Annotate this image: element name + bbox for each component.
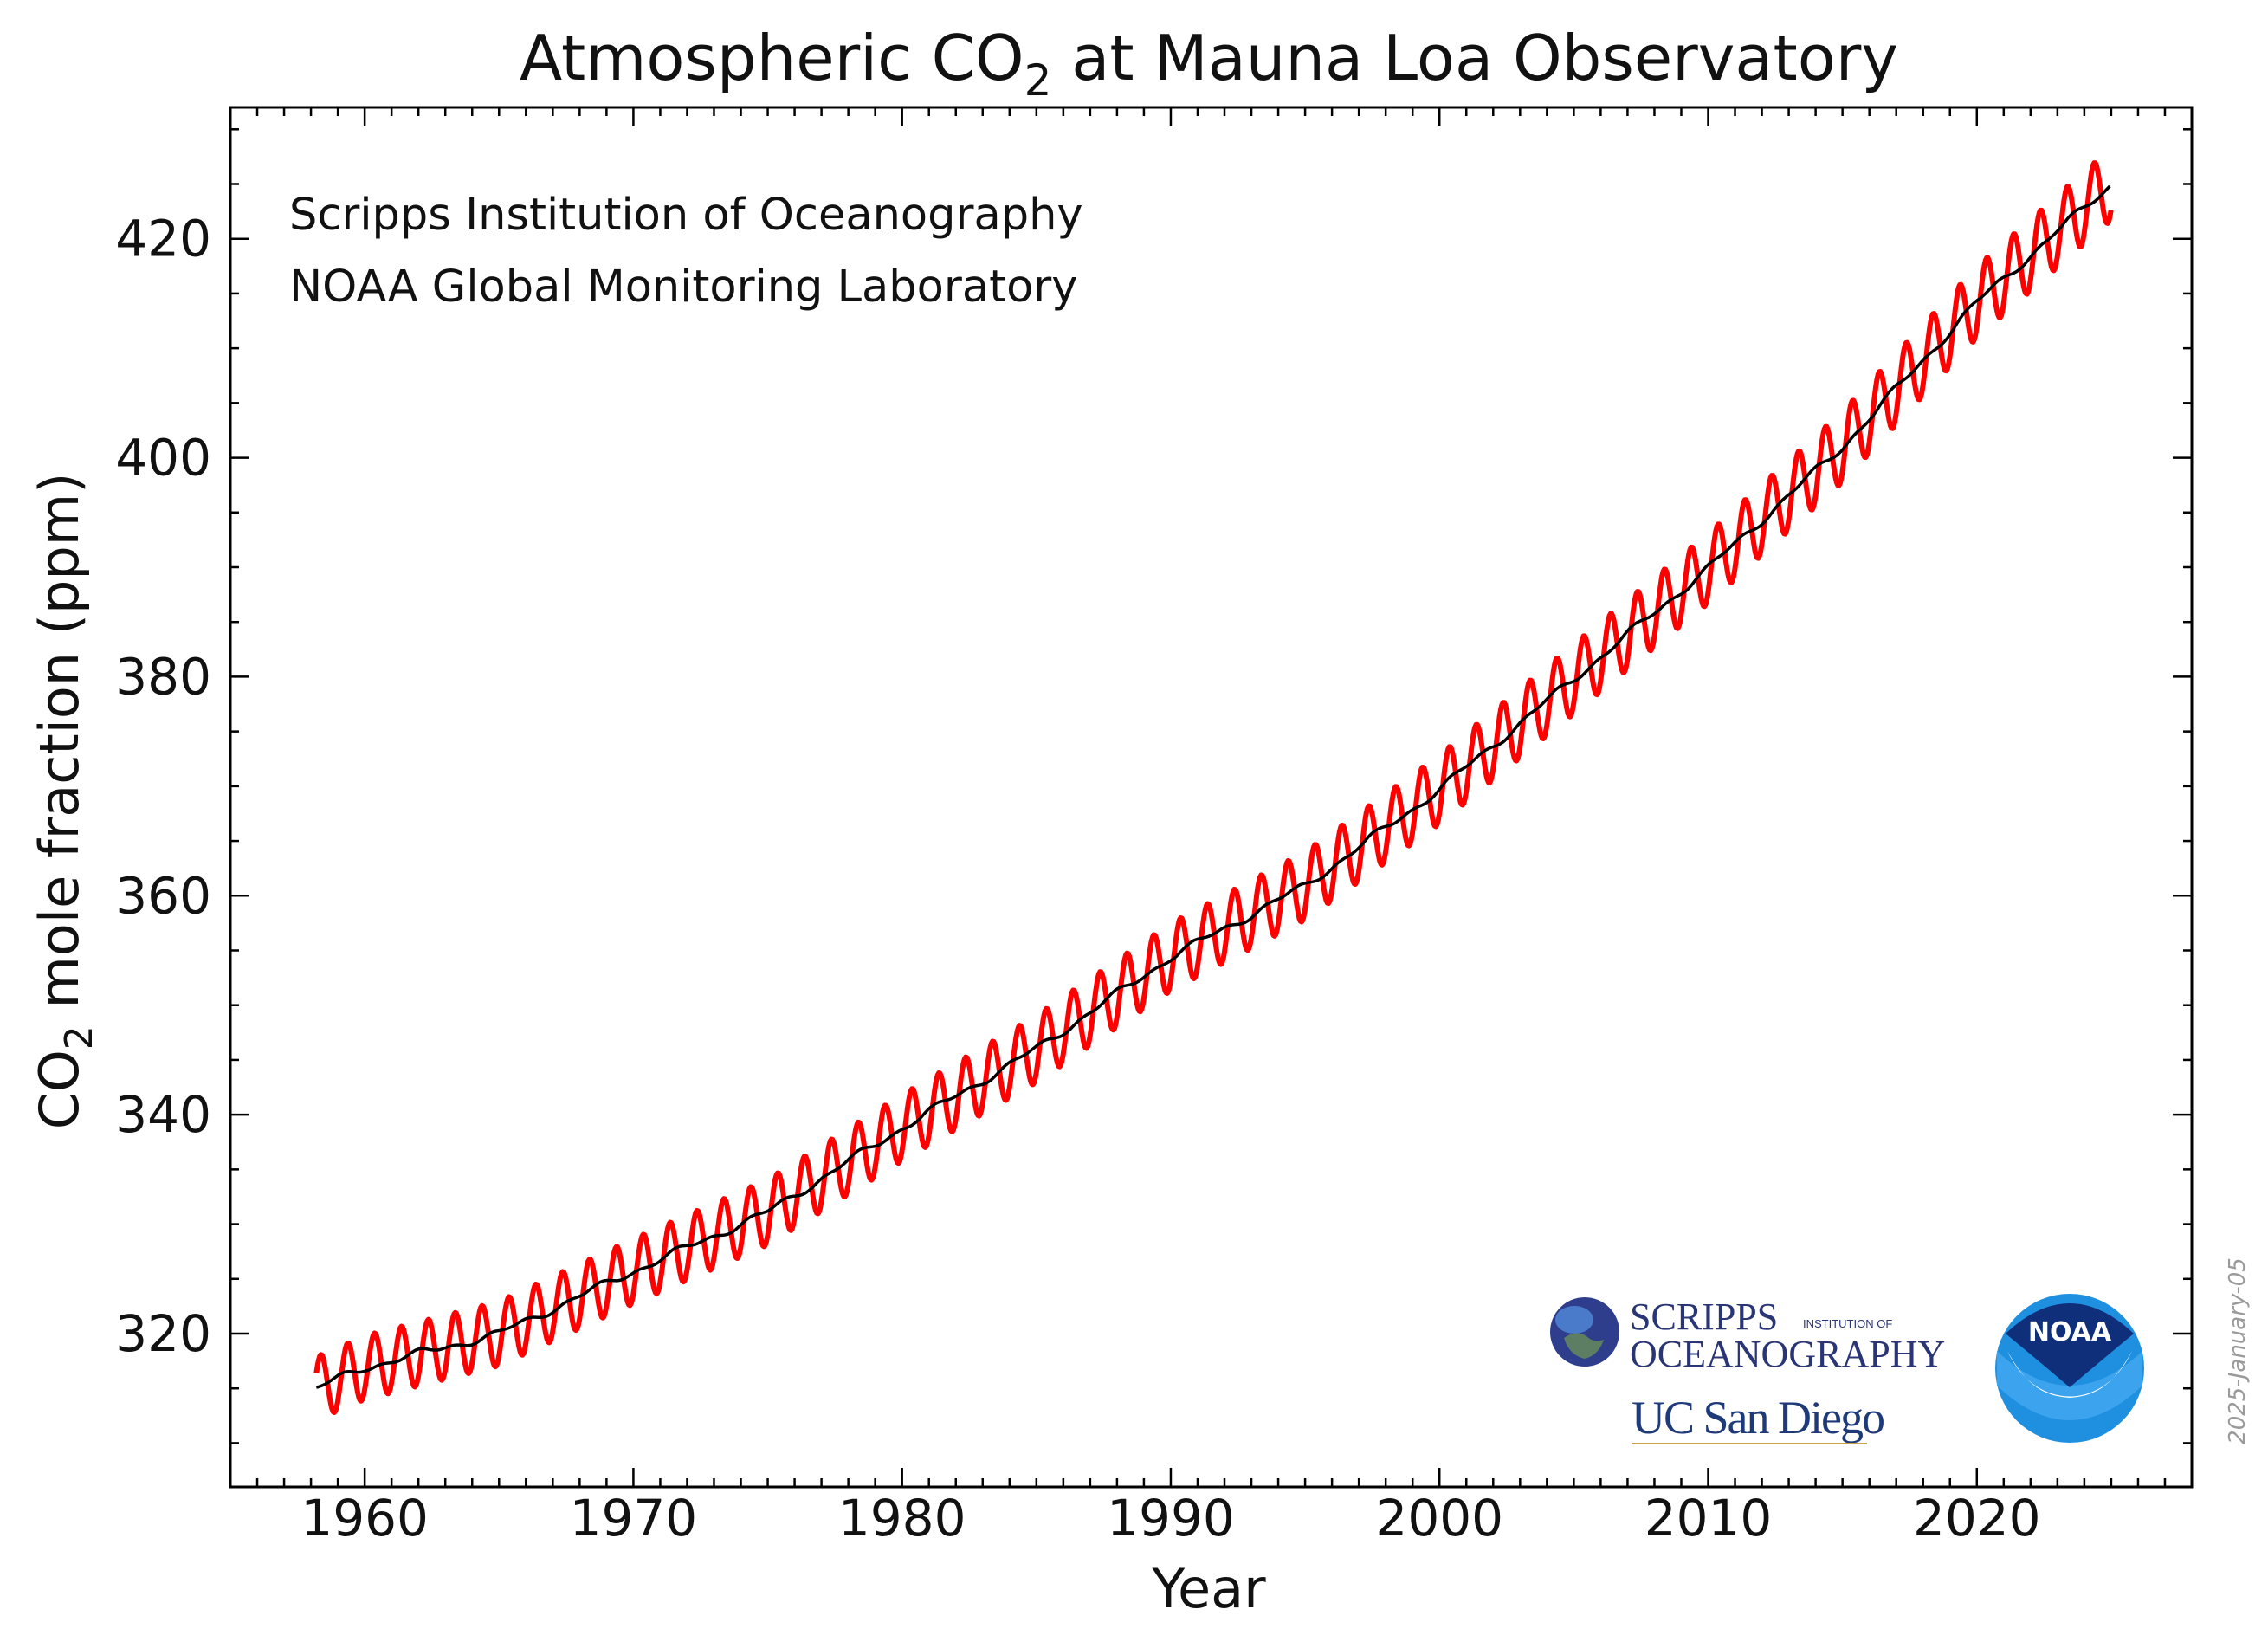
noaa-logo: NOAA [1995,1294,2144,1443]
series-group [313,160,2114,1415]
x-tick-label: 2000 [1375,1489,1503,1548]
scripps-globe-highlight [1555,1306,1593,1334]
y-tick-label: 360 [115,866,211,925]
x-tick-label: 1980 [838,1489,966,1548]
y-tick-label: 420 [115,210,211,268]
chart-title-suffix: at Mauna Loa Observatory [1051,22,1898,94]
x-tick-label: 2010 [1644,1489,1773,1548]
scripps-wordmark-line2: OCEANOGRAPHY [1630,1333,1945,1375]
plot-frame [229,106,2194,1489]
trend-line [315,184,2111,1389]
scripps-wordmark-line1: SCRIPPS [1630,1296,1778,1338]
annotation-scripps: Scripps Institution of Oceanography [289,190,1083,241]
monthly-mean-line [313,160,2114,1415]
y-tick-label: 340 [115,1085,211,1144]
annotation-noaa-gml: NOAA Global Monitoring Laboratory [289,262,1077,313]
x-tick-label: 1960 [300,1489,429,1548]
noaa-wordmark: NOAA [2028,1317,2112,1347]
ucsd-wordmark: UC San Diego [1632,1392,1884,1444]
y-tick-labels: 320 340 360 380 400 420 [115,210,211,1363]
scripps-logo: SCRIPPS INSTITUTION OF OCEANOGRAPHY [1550,1296,1945,1375]
scripps-wordmark-small: INSTITUTION OF [1803,1317,1892,1330]
chart-title: Atmospheric CO2 at Mauna Loa Observatory [520,22,1898,106]
minor-ticks [229,107,2194,1487]
noaa-top-shape [2006,1303,2134,1387]
y-tick-label: 320 [115,1304,211,1363]
x-tick-label: 2020 [1913,1489,2041,1548]
x-axis-label: Year [1151,1557,1266,1620]
major-ticks [230,107,2192,1487]
x-tick-labels: 1960 1970 1980 1990 2000 2010 2020 [300,1489,2040,1548]
x-tick-label: 1970 [570,1489,698,1548]
scripps-globe-land [1564,1333,1604,1359]
x-tick-label: 1990 [1107,1489,1235,1548]
chart-title-subscript: 2 [1024,55,1052,106]
date-stamp: 2025-January-05 [2225,1257,2251,1444]
ucsd-logo: UC San Diego [1632,1392,1885,1444]
y-axis-label-suffix: mole fraction (ppm) [28,473,91,1025]
y-tick-label: 400 [115,429,211,488]
y-axis-label: CO2 mole fraction (ppm) [28,473,101,1130]
y-tick-label: 380 [115,647,211,706]
y-axis-label-subscript: 2 [57,1025,101,1050]
